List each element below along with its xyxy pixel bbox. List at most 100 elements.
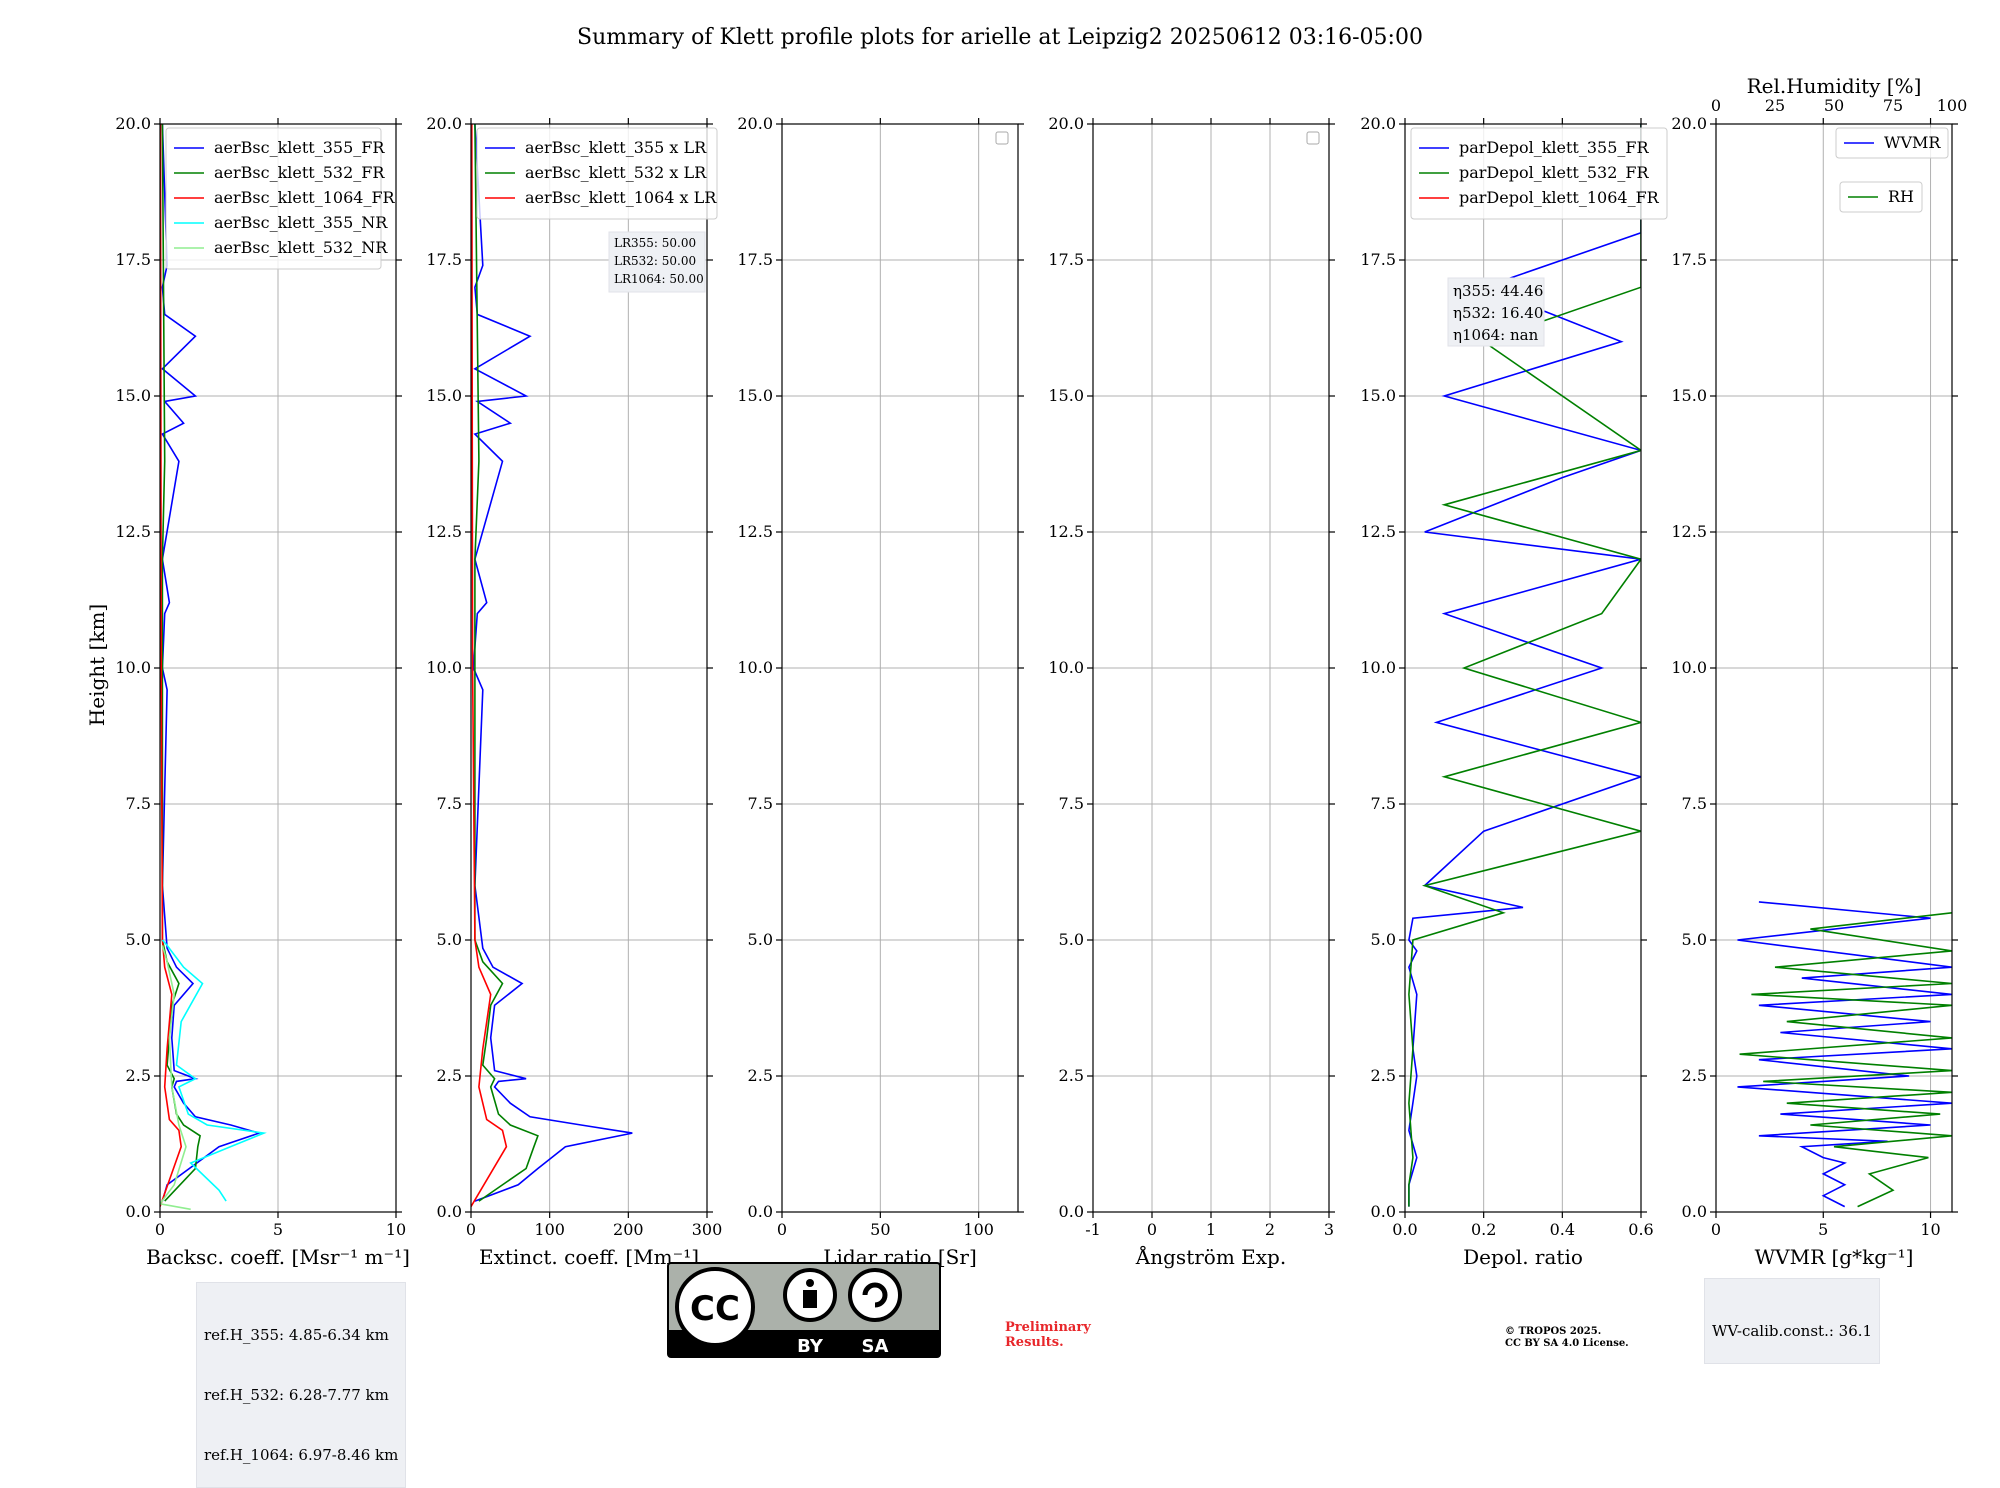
panel-lidar-ratio: 0.02.55.07.510.012.515.017.520.00 50 100Li… xyxy=(737,114,1024,1269)
wv-calib-box: WV-calib.const.: 36.1 xyxy=(1704,1278,1881,1364)
legend-label: aerBsc_klett_532 x LR xyxy=(525,163,707,182)
y-tick-label: 17.5 xyxy=(1360,250,1396,269)
series-line-aerBsc_klett_355 x LR xyxy=(472,124,633,1202)
series-line-parDepol_klett_532_FR xyxy=(1408,124,1641,1207)
preliminary-note: Preliminary Results. xyxy=(1005,1320,1091,1350)
legend-label: aerBsc_klett_532_FR xyxy=(214,163,385,182)
legend-label: aerBsc_klett_355 x LR xyxy=(525,138,707,157)
legend-label: aerBsc_klett_1064_FR xyxy=(214,188,396,207)
legend-box xyxy=(1839,181,1923,213)
y-tick-label: 2.5 xyxy=(1371,1066,1396,1085)
x-tick-label: 5 xyxy=(1818,1220,1828,1239)
legend-label: parDepol_klett_1064_FR xyxy=(1459,188,1660,207)
y-tick-label: 0.0 xyxy=(1059,1202,1084,1221)
y-tick-label: 5.0 xyxy=(126,930,151,949)
y-tick-label: 2.5 xyxy=(1059,1066,1084,1085)
y-tick-label: 20.0 xyxy=(737,114,773,133)
y-tick-label: 12.5 xyxy=(115,522,151,541)
y-tick-label: 17.5 xyxy=(115,250,151,269)
cc-logo-text: CC xyxy=(690,1289,740,1329)
y-tick-label: 20.0 xyxy=(1671,114,1707,133)
x-tick-label: 0.2 xyxy=(1471,1220,1496,1239)
x-tick-label: 0 xyxy=(777,1220,787,1239)
x-tick-label: 10 xyxy=(386,1220,406,1239)
series-line-aerBsc_klett_532 x LR xyxy=(474,124,539,1202)
y-tick-label: 15.0 xyxy=(1048,386,1084,405)
x-tick-label: 0.6 xyxy=(1628,1220,1653,1239)
y-tick-label: 5.0 xyxy=(437,930,462,949)
x-tick-label: 0 xyxy=(1147,1220,1157,1239)
legend-box xyxy=(165,127,382,270)
panel-angstrom: 0.0 2.5 5.0 7.5 10.0 12.5 15.0 17.5 20.0 -1 0 1 2 3 Ån… xyxy=(1048,114,1335,1269)
y-tick-label: 0.0 xyxy=(437,1202,462,1221)
legend-box xyxy=(1410,127,1668,220)
legend-label: parDepol_klett_532_FR xyxy=(1459,163,1650,182)
preliminary-line-2: Results. xyxy=(1005,1335,1064,1350)
x-tick-label: 0.0 xyxy=(1392,1220,1417,1239)
y-tick-label: 0.0 xyxy=(748,1202,773,1221)
eta-annotation-line: η1064: nan xyxy=(1453,326,1539,344)
y-tick-label: 15.0 xyxy=(1671,386,1707,405)
ref-height-355: ref.H_355: 4.85-6.34 km xyxy=(204,1326,389,1344)
x-tick-label: 1 xyxy=(1206,1220,1216,1239)
x-tick-label: 200 xyxy=(613,1220,644,1239)
lr-annotation-line: LR532: 50.00 xyxy=(614,254,696,268)
y-tick-label: 2.5 xyxy=(126,1066,151,1085)
y-tick-label: 10.0 xyxy=(426,658,462,677)
y-tick-label: 10.0 xyxy=(115,658,151,677)
x-tick-label: 3 xyxy=(1324,1220,1334,1239)
y-tick-label: 0.0 xyxy=(126,1202,151,1221)
legend-box xyxy=(476,127,718,220)
x2-tick-label: 100 xyxy=(1937,96,1968,115)
y-tick-label: 10.0 xyxy=(1360,658,1396,677)
cc-license-badge: CC BY SA xyxy=(667,1262,941,1358)
empty-legend-box xyxy=(1306,131,1320,145)
y-tick-label: 15.0 xyxy=(426,386,462,405)
series-line-aerBsc_klett_532_NR xyxy=(160,945,191,1211)
y-tick-label: 12.5 xyxy=(737,522,773,541)
series-line-aerBsc_klett_1064 x LR xyxy=(471,124,508,1208)
eta-annotation-line: η532: 16.40 xyxy=(1453,304,1543,322)
lr-annotation-box xyxy=(608,231,706,293)
x-axis-label: WVMR [g*kg⁻¹] xyxy=(1755,1245,1914,1269)
x-tick-label: 0.4 xyxy=(1550,1220,1575,1239)
lr-annotation-line: LR355: 50.00 xyxy=(614,236,696,250)
y-tick-label: 20.0 xyxy=(1360,114,1396,133)
x-tick-label: 300 xyxy=(692,1220,723,1239)
x-tick-label: 100 xyxy=(963,1220,994,1239)
figure-title: Summary of Klett profile plots for ariel… xyxy=(577,25,1423,50)
lr-annotation-line: LR1064: 50.00 xyxy=(614,272,704,286)
panel-backscatter: 0.0 2.5 5.0 7.5 10.0 12.5 15.0 17.5 20.0 0 5 10 Back… xyxy=(115,114,410,1269)
y-tick-label: 5.0 xyxy=(748,930,773,949)
y-tick-label: 10.0 xyxy=(1671,658,1707,677)
legend-label: aerBsc_klett_355_FR xyxy=(214,138,385,157)
y-tick-label: 10.0 xyxy=(1048,658,1084,677)
y-tick-label: 15.0 xyxy=(115,386,151,405)
y-tick-label: 10.0 xyxy=(737,658,773,677)
y-tick-label: 7.5 xyxy=(1059,794,1084,813)
series-line-RH xyxy=(1739,912,1952,1208)
copyright-note: © TROPOS 2025. CC BY SA 4.0 License. xyxy=(1505,1326,1629,1350)
y-tick-label: 5.0 xyxy=(1682,930,1707,949)
x-tick-label: 0 xyxy=(155,1220,165,1239)
figure: Summary of Klett profile plots for ariel… xyxy=(85,25,1967,1358)
y-tick-label: 7.5 xyxy=(437,794,462,813)
y-tick-label: 17.5 xyxy=(1048,250,1084,269)
x-tick-label: 5 xyxy=(273,1220,283,1239)
y-tick-label: 17.5 xyxy=(426,250,462,269)
x-tick-label: 0 xyxy=(466,1220,476,1239)
x-axis-label: Extinct. coeff. [Mm⁻¹] xyxy=(479,1245,699,1269)
empty-legend-box xyxy=(995,131,1009,145)
y-tick-label: 12.5 xyxy=(1671,522,1707,541)
series-line-WVMR xyxy=(1737,901,1952,1208)
x2-tick-label: 25 xyxy=(1765,96,1785,115)
y-tick-label: 15.0 xyxy=(1360,386,1396,405)
series-group xyxy=(1737,901,1952,1208)
panels: 0.02.55.07.510.012.515.017.520.00 5 10Back… xyxy=(115,74,1967,1269)
x-tick-label: 50 xyxy=(870,1220,890,1239)
y-tick-label: 20.0 xyxy=(426,114,462,133)
y-tick-label: 15.0 xyxy=(737,386,773,405)
preliminary-line-1: Preliminary xyxy=(1005,1320,1091,1335)
y-tick-label: 0.0 xyxy=(1371,1202,1396,1221)
ref-height-532: ref.H_532: 6.28-7.77 km xyxy=(204,1386,389,1404)
